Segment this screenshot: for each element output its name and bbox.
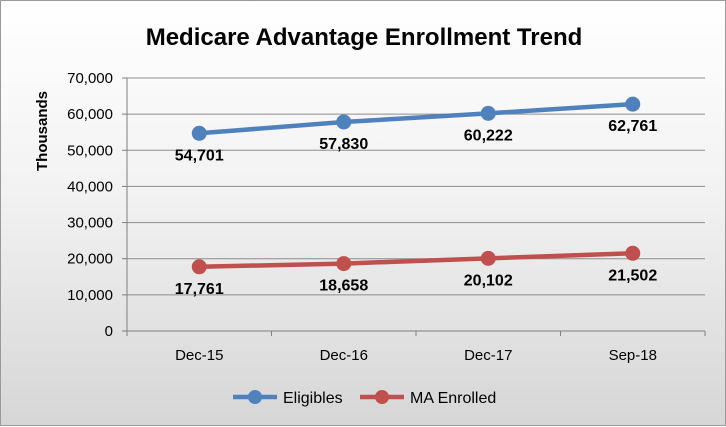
data-label: 18,658 bbox=[319, 278, 368, 295]
legend-label: Eligibles bbox=[283, 390, 343, 407]
data-point bbox=[625, 96, 641, 112]
series-lines bbox=[191, 96, 641, 275]
data-point bbox=[336, 114, 352, 130]
x-tick-label: Sep-18 bbox=[609, 347, 657, 364]
y-tick-label: 70,000 bbox=[67, 70, 113, 87]
y-tick-label: 20,000 bbox=[67, 251, 113, 268]
y-tick-label: 40,000 bbox=[67, 178, 113, 195]
data-point bbox=[336, 256, 352, 272]
legend: Eligibles MA Enrolled bbox=[233, 390, 496, 407]
data-point bbox=[480, 105, 496, 121]
legend-marker bbox=[375, 390, 389, 404]
series-line bbox=[197, 251, 635, 270]
data-label: 60,222 bbox=[464, 127, 513, 144]
data-point bbox=[480, 250, 496, 266]
data-label: 62,761 bbox=[608, 118, 657, 135]
y-tick-label: 60,000 bbox=[67, 106, 113, 123]
x-tick-label: Dec-16 bbox=[320, 347, 368, 364]
series-line bbox=[197, 101, 635, 136]
data-labels: 54,701 57,830 60,222 62,761 17,761 18,658 20,1… bbox=[175, 118, 658, 298]
axes bbox=[122, 77, 706, 336]
data-point bbox=[625, 245, 641, 261]
data-label: 20,102 bbox=[464, 272, 513, 289]
chart-title: Medicare Advantage Enrollment Trend bbox=[146, 24, 583, 51]
x-tick-label: Dec-15 bbox=[175, 347, 223, 364]
y-axis-label: Thousands bbox=[34, 91, 51, 171]
x-tick-label: Dec-17 bbox=[464, 347, 512, 364]
tick-labels: 0 10,000 20,000 30,000 40,000 50,000 60,000 70,… bbox=[67, 70, 657, 364]
y-tick-label: 10,000 bbox=[67, 287, 113, 304]
y-tick-label: 0 bbox=[105, 323, 113, 340]
data-label: 54,701 bbox=[175, 147, 224, 164]
data-label: 21,502 bbox=[608, 267, 657, 284]
legend-marker bbox=[248, 390, 262, 404]
data-label: 17,761 bbox=[175, 281, 224, 298]
data-point bbox=[191, 125, 207, 141]
y-tick-label: 30,000 bbox=[67, 215, 113, 232]
y-tick-label: 50,000 bbox=[67, 142, 113, 159]
data-point bbox=[191, 259, 207, 275]
legend-label: MA Enrolled bbox=[410, 390, 496, 407]
gridlines bbox=[127, 77, 705, 296]
data-label: 57,830 bbox=[319, 136, 368, 153]
